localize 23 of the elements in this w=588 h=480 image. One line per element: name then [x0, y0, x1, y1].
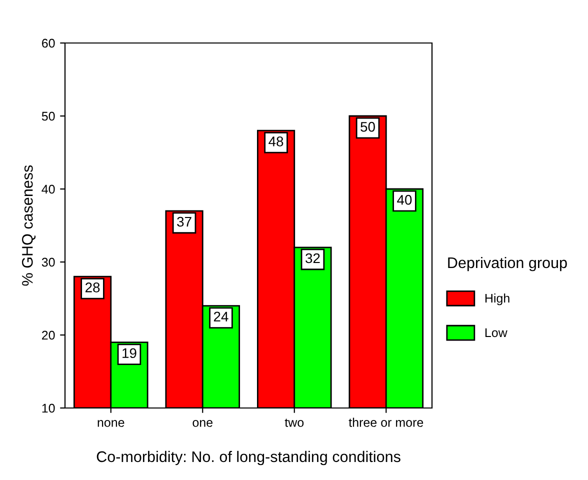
y-tick-label: 40: [42, 184, 55, 194]
x-tick-label: two: [284, 418, 304, 427]
x-tick-label: none: [98, 420, 124, 427]
data-label: 32: [306, 253, 320, 264]
legend-label: Low: [485, 328, 508, 338]
legend-label: High: [485, 294, 510, 306]
y-tick-label: 20: [42, 330, 55, 340]
data-label: 37: [177, 216, 192, 227]
y-tick-label: 50: [42, 112, 55, 121]
data-label: 50: [360, 122, 375, 132]
x-tick-label: three or more: [348, 418, 424, 427]
legend-title: Deprivation group: [448, 256, 567, 272]
data-label: 40: [397, 194, 412, 205]
y-tick-label: 60: [42, 38, 55, 48]
data-label: 19: [122, 348, 136, 358]
data-label: 24: [214, 312, 228, 322]
y-tick-label: 30: [42, 258, 55, 267]
data-label: 28: [86, 282, 100, 292]
x-tick-label: one: [192, 420, 212, 427]
x-axis-title: Co-morbidity: No. of long-standing conditions: [96, 450, 400, 466]
y-tick-label: 10: [42, 404, 55, 413]
data-label: 48: [268, 136, 284, 146]
y-axis-title: % GHQ caseness: [22, 165, 36, 286]
